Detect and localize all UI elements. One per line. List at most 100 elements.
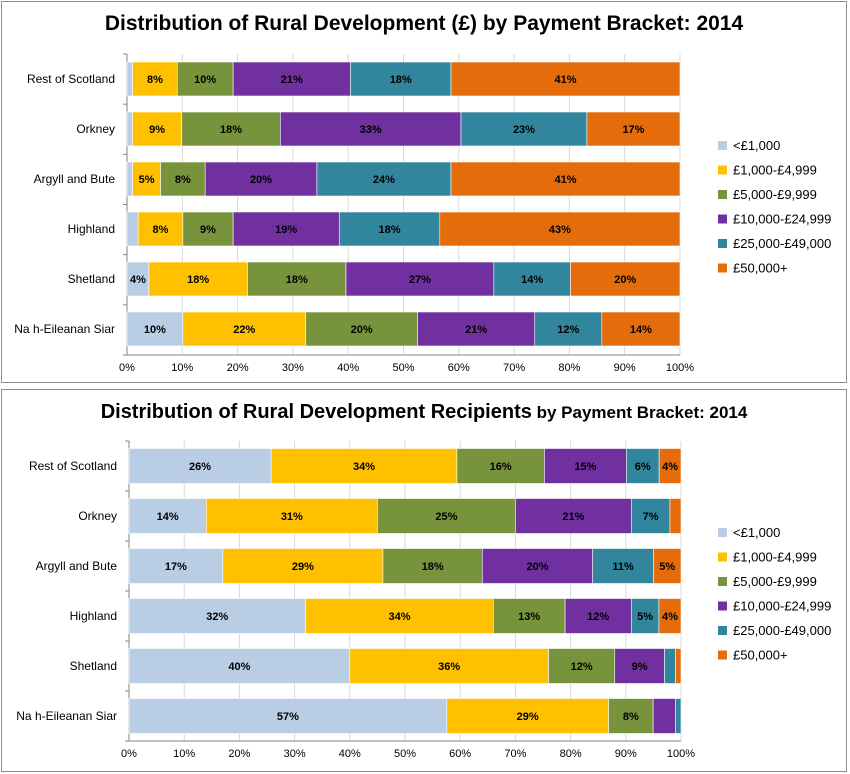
bar-segment	[270, 448, 458, 484]
chart-panel-recipients: Distribution of Rural Development Recipi…	[1, 389, 847, 772]
bar-segment	[126, 211, 139, 247]
chart-panel-payment-value: Distribution of Rural Development (£) by…	[1, 1, 847, 383]
bar-segment	[614, 648, 665, 684]
bar-segment	[316, 161, 452, 197]
category-label: Argyll and Bute	[36, 559, 118, 573]
legend-label: £25,000-£49,000	[733, 236, 831, 251]
bar-segment	[204, 161, 318, 197]
data-label: 8%	[153, 224, 169, 236]
data-label: 14%	[630, 324, 652, 336]
bar-segment	[126, 311, 184, 347]
x-tick-label: 80%	[558, 362, 580, 374]
data-label: 29%	[517, 711, 539, 723]
data-label: 24%	[373, 174, 395, 186]
chart-title: Distribution of Rural Development (£) by…	[104, 12, 744, 35]
data-label: 9%	[632, 661, 648, 673]
data-label: 19%	[275, 224, 297, 236]
bar-segment	[548, 648, 616, 684]
legend-swatch	[718, 650, 727, 660]
category-label: Highland	[68, 222, 115, 236]
bar-segment	[675, 698, 682, 734]
bar-segment	[493, 598, 566, 634]
bar-segment	[652, 698, 676, 734]
bar-segment	[222, 548, 384, 584]
data-label: 8%	[175, 174, 191, 186]
category-label: Shetland	[70, 659, 117, 673]
data-label: 5%	[637, 611, 653, 623]
bar-segment	[534, 311, 603, 347]
bar-segment	[601, 311, 681, 347]
data-label: 57%	[277, 711, 299, 723]
bar-segment	[128, 548, 224, 584]
data-label: 40%	[228, 661, 250, 673]
chart-title: Distribution of Rural Development Recipi…	[2, 401, 846, 424]
bar-segment	[148, 261, 248, 297]
bar-segment	[658, 598, 682, 634]
bar-segment	[675, 648, 682, 684]
x-tick-label: 50%	[394, 748, 416, 760]
bar-segment	[128, 598, 306, 634]
data-label: 29%	[292, 561, 314, 573]
bar-segment	[653, 548, 682, 584]
bar-segment	[631, 498, 671, 534]
chart-title-main: Distribution of Rural Development Recipi…	[100, 401, 532, 423]
data-label: 4%	[662, 611, 678, 623]
legend-label: £10,000-£24,999	[733, 599, 831, 614]
data-label: 31%	[281, 511, 303, 523]
data-label: 18%	[379, 224, 401, 236]
bar-segment	[132, 161, 161, 197]
legend-label: £10,000-£24,999	[733, 212, 831, 227]
x-tick-label: 70%	[504, 748, 526, 760]
data-label: 41%	[554, 174, 576, 186]
legend-label: £50,000+	[733, 648, 788, 663]
data-label: 10%	[194, 74, 216, 86]
legend-label: £1,000-£4,999	[733, 163, 817, 178]
bar-segment	[493, 261, 571, 297]
bar-segment	[570, 261, 681, 297]
legend-label: £5,000-£9,999	[733, 187, 817, 202]
legend-swatch	[718, 552, 727, 562]
data-label: 18%	[187, 274, 209, 286]
bar-segment	[132, 61, 178, 97]
legend-swatch	[718, 190, 727, 199]
legend-label: £1,000-£4,999	[733, 550, 817, 565]
stacked-bar-chart-value: 0% 10% 20% 30% 40% 50% 60% 70% 80% 90% 100% Rest of…	[14, 53, 831, 374]
data-label: 9%	[149, 124, 165, 136]
data-label: 6%	[635, 461, 651, 473]
bar-segment	[377, 498, 516, 534]
data-label: 8%	[623, 711, 639, 723]
legend-label: £5,000-£9,999	[733, 574, 817, 589]
stacked-bar-chart-recipients: 0% 10% 20% 30% 40% 50% 60% 70% 80% 90% 100% Rest of…	[16, 440, 831, 760]
x-tick-label: 10%	[173, 748, 195, 760]
category-label: Orkney	[76, 122, 115, 136]
x-tick-label: 90%	[614, 362, 636, 374]
x-tick-label: 70%	[503, 362, 525, 374]
data-label: 13%	[518, 611, 540, 623]
bar-segment	[305, 311, 418, 347]
bar-segment	[450, 61, 681, 97]
legend-swatch	[718, 165, 727, 175]
x-tick-label: 30%	[282, 362, 304, 374]
bar-segment	[439, 211, 681, 247]
data-label: 25%	[435, 511, 457, 523]
legend-swatch	[718, 528, 727, 537]
data-label: 5%	[659, 561, 675, 573]
category-label: Shetland	[68, 272, 115, 286]
bar-segment	[232, 211, 340, 247]
bar-segment	[232, 61, 351, 97]
data-label: 16%	[490, 461, 512, 473]
bar-segment	[128, 498, 207, 534]
legend-swatch	[718, 263, 727, 273]
data-label: 5%	[139, 174, 155, 186]
x-tick-label: 40%	[337, 362, 359, 374]
bar-segment	[382, 548, 483, 584]
bar-segment	[450, 161, 681, 197]
category-label: Rest of Scotland	[29, 459, 117, 473]
category-label: Highland	[70, 609, 117, 623]
bar-segment	[658, 448, 682, 484]
data-label: 18%	[220, 124, 242, 136]
data-label: 22%	[233, 324, 255, 336]
data-label: 21%	[465, 324, 487, 336]
x-tick-label: 40%	[339, 748, 361, 760]
legend-label: £50,000+	[733, 261, 788, 276]
